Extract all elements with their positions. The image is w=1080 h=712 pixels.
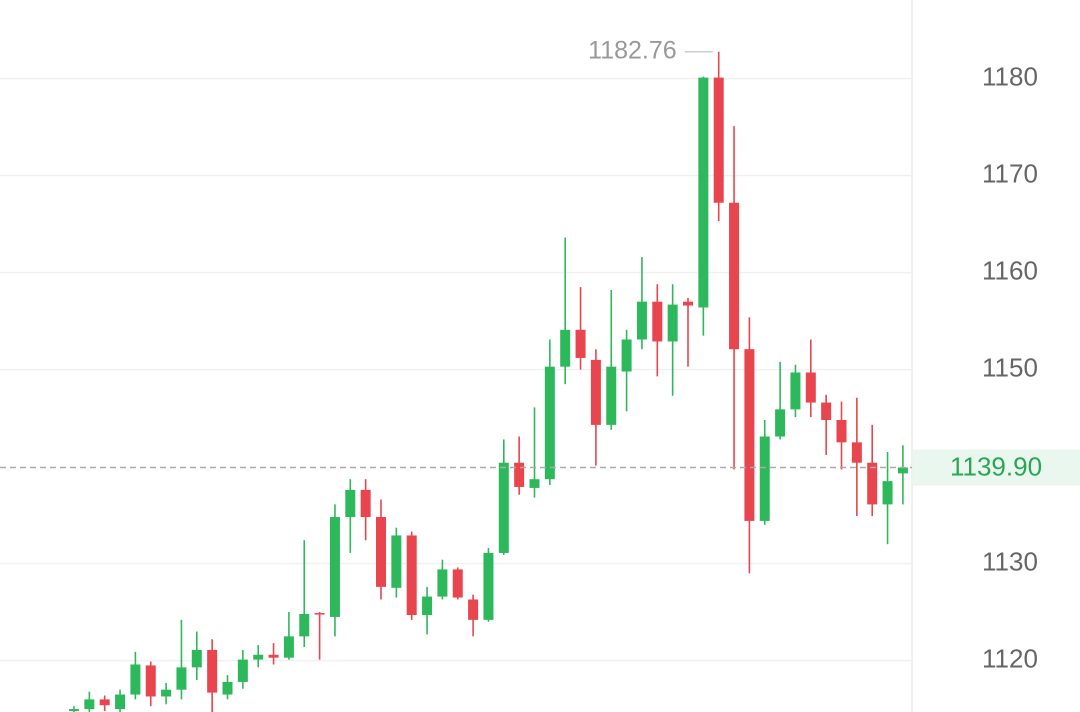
candle-body	[161, 689, 172, 697]
candle-body	[851, 442, 862, 463]
candle-body	[84, 699, 95, 710]
candle-body	[544, 366, 555, 480]
candle-body	[729, 202, 740, 350]
candle-body	[345, 489, 356, 518]
candle-body	[376, 517, 386, 587]
candle-body	[207, 649, 218, 693]
candle-body	[867, 462, 878, 505]
candle-body	[529, 479, 540, 488]
candle-body	[683, 301, 693, 306]
y-tick-label: 1160	[982, 255, 1038, 285]
candle-body	[713, 77, 724, 203]
candle-body	[145, 665, 156, 697]
candle-body	[191, 649, 202, 668]
candle-body	[590, 359, 601, 425]
candle-body	[253, 654, 264, 660]
candle-body	[560, 329, 571, 367]
candle-body	[314, 613, 325, 615]
last-price-box	[913, 449, 1080, 486]
candle-body	[790, 372, 801, 410]
candle-body	[744, 349, 755, 521]
candle-body	[391, 535, 402, 588]
candle-body	[422, 596, 433, 615]
candle-body	[437, 569, 448, 597]
candle-body	[283, 636, 294, 658]
candle-body	[329, 517, 340, 617]
candle-body	[759, 436, 770, 521]
last-price-label: 1139.90	[950, 451, 1042, 481]
candle-body	[897, 467, 908, 474]
candle-body	[69, 709, 79, 712]
candle-body	[176, 667, 187, 690]
candle-body	[805, 372, 816, 403]
candle-body	[99, 699, 110, 706]
candle-body	[667, 304, 678, 342]
candle-body	[606, 366, 617, 425]
candle-body	[621, 339, 632, 372]
candle-body	[821, 402, 832, 421]
y-tick-label: 1170	[982, 158, 1038, 188]
max-label: 1182.76	[588, 36, 677, 64]
candle-body	[498, 462, 509, 553]
candle-body	[698, 77, 709, 308]
y-tick-label: 1130	[982, 546, 1038, 576]
y-tick-label: 1180	[982, 61, 1038, 91]
candle-body	[836, 420, 847, 443]
candle-body	[575, 329, 586, 358]
candle-body	[775, 409, 786, 437]
candle-body	[268, 654, 279, 658]
candle-body	[483, 552, 494, 620]
candle-body	[360, 489, 371, 518]
candle-body	[406, 535, 417, 615]
candle-body	[882, 481, 893, 505]
candle-body	[299, 614, 310, 637]
candle-body	[130, 664, 141, 695]
candle-body	[115, 694, 126, 710]
candle-body	[636, 301, 647, 340]
candle-body	[222, 681, 233, 695]
candle-body	[652, 301, 663, 342]
y-tick-label: 1120	[982, 643, 1038, 673]
candle-body	[468, 599, 479, 620]
y-tick-label: 1150	[982, 352, 1038, 382]
candle-body	[514, 462, 525, 487]
candle-body	[237, 659, 248, 682]
candle-body	[452, 569, 463, 598]
